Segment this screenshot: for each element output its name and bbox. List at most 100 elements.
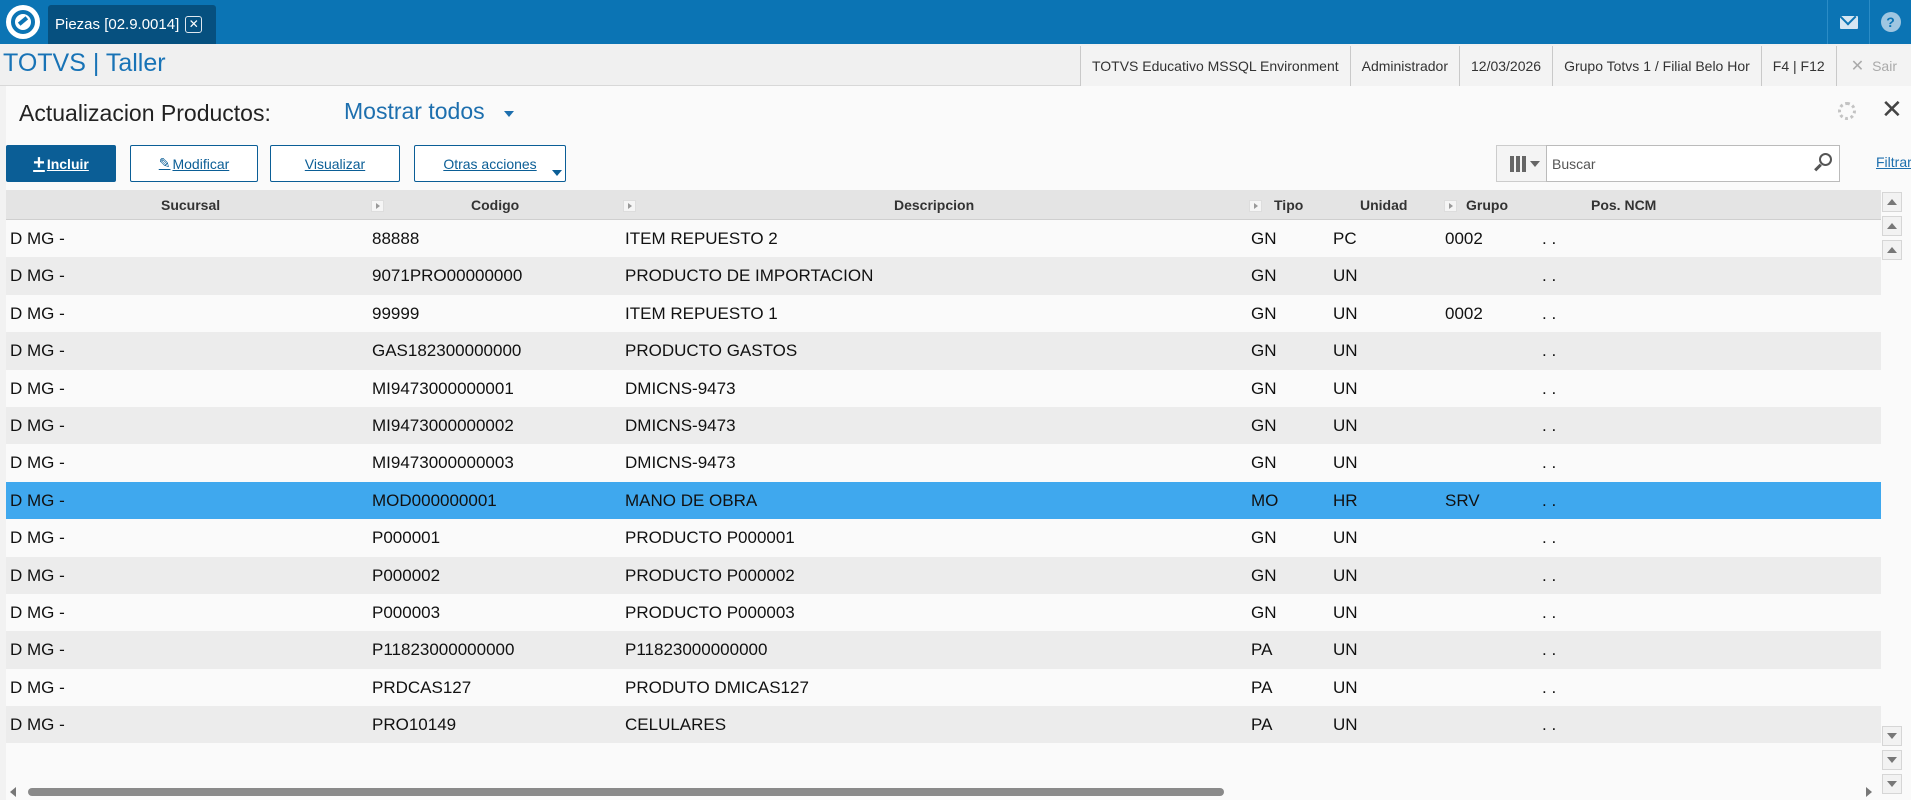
cell-grupo: SRV xyxy=(1445,490,1480,510)
table-row[interactable]: D MG - 9071PRO00000000 PRODUCTO DE IMPORTA… xyxy=(6,257,1881,295)
cell-pos-ncm: . . xyxy=(1542,528,1557,548)
cell-sucursal: D MG - xyxy=(10,453,65,473)
cell-codigo: 99999 xyxy=(372,303,420,323)
company-label[interactable]: Grupo Totvs 1 / Filial Belo Hor xyxy=(1552,46,1761,86)
scroll-top-button[interactable] xyxy=(1882,192,1902,212)
cell-grupo: 0002 xyxy=(1445,229,1483,248)
cell-pos-ncm: . . xyxy=(1542,490,1557,510)
tab-piezas[interactable]: Piezas [02.9.0014] ✕ xyxy=(48,5,216,44)
search-input[interactable] xyxy=(1546,145,1840,182)
tab-close-icon[interactable]: ✕ xyxy=(185,16,203,33)
column-header-unidad[interactable]: Unidad xyxy=(1360,197,1408,213)
help-button[interactable]: ? xyxy=(1869,0,1911,44)
scroll-up-button[interactable] xyxy=(1882,240,1902,260)
gear-icon[interactable] xyxy=(1838,102,1856,120)
scroll-page-down-button[interactable] xyxy=(1882,750,1902,770)
cell-unidad: UN xyxy=(1333,303,1358,323)
column-header-tipo[interactable]: Tipo xyxy=(1274,197,1304,213)
date-label[interactable]: 12/03/2026 xyxy=(1459,46,1553,86)
totvs-logo-icon[interactable] xyxy=(6,5,40,39)
otras-acciones-label: Otras acciones xyxy=(443,155,537,172)
table-row[interactable]: D MG - P000002 PRODUCTO P000002 GN UN . . xyxy=(6,556,1881,594)
cell-descripcion: P11823000000000 xyxy=(625,640,768,660)
cell-unidad: UN xyxy=(1333,341,1358,361)
column-header-codigo[interactable]: Codigo xyxy=(471,197,520,213)
cell-pos-ncm: . . xyxy=(1542,640,1557,660)
scroll-bottom-button[interactable] xyxy=(1882,774,1902,794)
column-chooser-button[interactable] xyxy=(1496,145,1552,182)
cell-tipo: GN xyxy=(1251,565,1277,585)
info-bar: TOTVS Educativo MSSQL Environment Admini… xyxy=(1079,46,1911,86)
otras-acciones-button[interactable]: Otras acciones xyxy=(414,145,566,182)
table-row[interactable]: D MG - MI9473000000002 DMICNS-9473 GN UN . . xyxy=(6,406,1881,445)
cell-descripcion: MANO DE OBRA xyxy=(625,490,758,510)
page-title: Actualizacion Productos: xyxy=(19,100,271,126)
cell-descripcion: CELULARES xyxy=(625,715,727,735)
cell-sucursal: D MG - xyxy=(10,229,65,248)
column-header-pos-ncm[interactable]: Pos. NCM xyxy=(1591,197,1657,213)
app-title: TOTVS | Taller xyxy=(3,49,166,77)
view-filter-select[interactable]: Mostrar todos xyxy=(344,98,514,125)
keys-label[interactable]: F4 | F12 xyxy=(1760,46,1836,86)
column-sort-icon[interactable] xyxy=(371,200,384,212)
cell-sucursal: D MG - xyxy=(10,303,65,323)
scroll-page-up-button[interactable] xyxy=(1882,216,1902,236)
table-body: D MG -88888 ITEM REPUESTO 2 GN PC 0002. .D M… xyxy=(6,220,1881,744)
table-row[interactable]: D MG - P11823000000000 P11823000000000 PA UN… xyxy=(6,631,1881,669)
close-icon: ✕ xyxy=(1850,58,1865,75)
table-row[interactable]: D MG - P000001 PRODUCTO P000001 GN UN . . xyxy=(6,519,1881,556)
cell-tipo: PA xyxy=(1251,677,1273,697)
table-row[interactable]: D MG - MOD000000001 MANO DE OBRA MO HR SRV . . xyxy=(6,481,1881,520)
cell-codigo: PRDCAS127 xyxy=(372,677,472,697)
table-row[interactable]: D MG - 99999 ITEM REPUESTO 1 GN UN 0002 . . xyxy=(6,295,1881,332)
column-header-sucursal[interactable]: Sucursal xyxy=(161,197,221,213)
cell-pos-ncm: . . xyxy=(1542,715,1557,735)
cell-descripcion: PRODUCTO P000003 xyxy=(625,602,795,622)
modificar-button[interactable]: ✎ Modificar xyxy=(130,145,258,182)
cell-pos-ncm: . . xyxy=(1542,303,1557,323)
cell-pos-ncm: . . xyxy=(1542,565,1557,585)
column-header-descripcion[interactable]: Descripcion xyxy=(894,197,975,213)
scroll-right-icon[interactable] xyxy=(1866,787,1872,797)
columns-icon xyxy=(1509,155,1526,172)
cell-pos-ncm: . . xyxy=(1542,453,1557,473)
filtrar-link[interactable]: Filtrar xyxy=(1876,154,1911,170)
horizontal-scrollbar[interactable] xyxy=(6,785,1876,800)
cell-descripcion: PRODUCTO GASTOS xyxy=(625,341,798,361)
search-icon[interactable] xyxy=(1814,153,1832,172)
incluir-button[interactable]: + Incluir xyxy=(6,145,116,182)
column-sort-icon[interactable] xyxy=(623,200,636,212)
scroll-left-icon[interactable] xyxy=(10,787,16,797)
cell-unidad: HR xyxy=(1333,490,1358,510)
cell-grupo: 0002 xyxy=(1445,303,1483,323)
table-row[interactable]: D MG - MI9473000000001 DMICNS-9473 GN UN . . xyxy=(6,370,1881,407)
environment-label[interactable]: TOTVS Educativo MSSQL Environment xyxy=(1079,46,1350,86)
pencil-icon: ✎ xyxy=(158,155,171,171)
mail-button[interactable] xyxy=(1827,0,1869,44)
scroll-down-button[interactable] xyxy=(1882,726,1902,746)
cell-unidad: UN xyxy=(1333,677,1358,697)
column-header-grupo[interactable]: Grupo xyxy=(1466,197,1508,213)
column-sort-icon[interactable] xyxy=(1444,200,1457,212)
cell-pos-ncm: . . xyxy=(1542,266,1557,286)
cell-descripcion: PRODUCTO P000001 xyxy=(625,528,795,548)
cell-sucursal: D MG - xyxy=(10,378,65,398)
sair-button[interactable]: ✕ Sair xyxy=(1835,46,1911,86)
user-label[interactable]: Administrador xyxy=(1349,46,1459,86)
cell-descripcion: DMICNS-9473 xyxy=(625,453,736,473)
table-row[interactable]: D MG - GAS182300000000 PRODUCTO GASTOS GN UN… xyxy=(6,332,1881,370)
cell-sucursal: D MG - xyxy=(10,490,65,510)
top-bar: Piezas [02.9.0014] ✕ ? xyxy=(0,0,1911,44)
table-row[interactable]: D MG - PRO10149 CELULARES PA UN . . xyxy=(6,706,1881,744)
visualizar-button[interactable]: Visualizar xyxy=(270,145,400,182)
scrollbar-thumb[interactable] xyxy=(28,788,1224,796)
table-row[interactable]: D MG - 88888 ITEM REPUESTO 2 GN PC 0002 . . xyxy=(6,220,1881,257)
close-panel-button[interactable]: ✕ xyxy=(1881,94,1903,124)
cell-codigo: 9071PRO00000000 xyxy=(372,266,523,286)
table-row[interactable]: D MG - MI9473000000003 DMICNS-9473 GN UN . . xyxy=(6,444,1881,481)
cell-pos-ncm: . . xyxy=(1542,602,1557,622)
column-sort-icon[interactable] xyxy=(1249,200,1262,212)
table-row[interactable]: D MG - PRDCAS127 PRODUTO DMICAS127 PA UN . . xyxy=(6,669,1881,706)
top-icons: ? xyxy=(1827,0,1911,44)
table-row[interactable]: D MG - P000003 PRODUCTO P000003 GN UN . . xyxy=(6,594,1881,631)
